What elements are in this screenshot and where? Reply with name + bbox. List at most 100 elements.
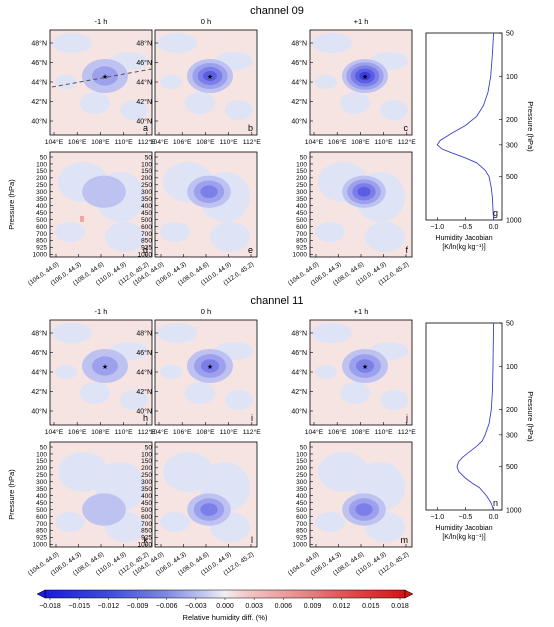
panel-letter: m [401,535,409,545]
profile-ytick: 1000 [33,252,48,259]
map-xtick: 104°E [45,138,64,146]
panel-letter: c [404,123,409,133]
map-ytick: 40°N [31,408,47,416]
positive-spot [80,216,84,222]
profile-ytick: 600 [296,224,307,231]
profile-patch [365,222,405,252]
map-ytick: 46°N [291,349,307,357]
jacobian-xtick: −1.0 [430,514,444,521]
map-ytick: 42°N [136,388,152,396]
map-xtick: 104°E [150,138,169,146]
map-ytick: 48°N [31,40,47,48]
map-xtick: 110°E [115,138,134,146]
profile-ytick: 300 [36,189,47,196]
jacobian-ytick: 500 [506,464,518,471]
profile-ytick: 300 [296,189,307,196]
profile-ytick: 50 [145,444,153,451]
profile-patch [315,512,345,532]
jacobian-ylabel: Pressure (hPa) [526,101,535,152]
profile-ytick: 925 [36,535,47,542]
profile-ytick: 700 [296,521,307,528]
anomaly-contour [200,503,218,516]
map-ytick: 42°N [31,388,47,396]
profile-ytick: 200 [296,465,307,472]
cross-section-line [51,68,153,88]
map-ytick: 46°N [291,59,307,67]
map-xtick: 106°E [328,138,347,146]
map-patch [157,323,197,343]
profile-ytick: 925 [296,535,307,542]
map-patch [315,75,337,89]
profile-ytick: 850 [141,238,152,245]
colorbar-tick: 0.009 [304,603,322,610]
map-patch [312,33,352,53]
jacobian-xtick: −0.5 [458,224,472,231]
jacobian-ytick: 100 [506,74,518,81]
map-patch [225,100,253,120]
profile-ytick: 100 [36,161,47,168]
map-patch [80,382,110,404]
profile-ytick: 350 [141,486,152,493]
map-xtick: 110°E [220,138,239,146]
profile-ytick: 300 [141,479,152,486]
profile-ytick: 400 [296,203,307,210]
map-patch [52,323,92,343]
map-patch [185,92,215,114]
panel-letter: k [144,535,149,545]
map-ytick: 42°N [136,98,152,106]
profile-ytick: 300 [141,189,152,196]
panel-letter: j [405,413,408,423]
anomaly-contour [82,175,126,208]
map-ytick: 46°N [31,349,47,357]
profile-ytick: 850 [36,238,47,245]
map-patch [120,390,148,410]
jacobian-frame [425,322,503,511]
map-xtick: 110°E [220,428,239,436]
colorbar-tick: 0.018 [391,603,409,610]
jacobian-ytick: 50 [506,321,514,328]
profile-ytick: 1000 [33,542,48,549]
map-patch [225,390,253,410]
profile-ytick: 1000 [293,252,308,259]
anomaly-contour [82,493,126,526]
anomaly-contour [92,356,118,376]
profile-ytick: 500 [141,217,152,224]
profile-ytick: 150 [141,458,152,465]
map-patch [315,365,337,379]
anomaly-contour [357,186,371,197]
profile-ytick: 700 [296,231,307,238]
map-xtick: 104°E [305,428,324,436]
profile-ytick: 50 [40,154,48,161]
profile-patch [160,222,190,242]
profile-ytick: 50 [300,154,308,161]
map-xtick: 110°E [375,428,394,436]
map-patch [120,100,148,120]
map-ytick: 48°N [136,330,152,338]
time-label: +1 h [354,307,369,316]
map-patch [160,75,182,89]
jacobian-line [456,322,495,511]
map-patch [340,92,370,114]
jacobian-ytick: 50 [506,31,514,38]
profile-patch [160,512,190,532]
profile-ytick: 150 [36,168,47,175]
profile-patch [105,222,145,252]
map-patch [157,33,197,53]
map-patch [380,100,408,120]
profile-patch [55,512,85,532]
profile-ytick: 150 [296,458,307,465]
profile-ytick: 100 [141,451,152,458]
map-xtick: 104°E [150,428,169,436]
jacobian-ytick: 100 [506,364,518,371]
map-patch [80,92,110,114]
colorbar-tick: −0.006 [156,603,178,610]
anomaly-contour [359,71,371,81]
jacobian-xtick: 0.0 [489,514,499,521]
profile-ytick: 250 [36,182,47,189]
profile-ytick: 50 [300,444,308,451]
jacobian-ytick: 200 [506,117,518,124]
time-label: 0 h [201,307,211,316]
map-xtick: 112°E [138,138,157,146]
profile-ytick: 850 [296,528,307,535]
colorbar-tick: 0.003 [245,603,263,610]
